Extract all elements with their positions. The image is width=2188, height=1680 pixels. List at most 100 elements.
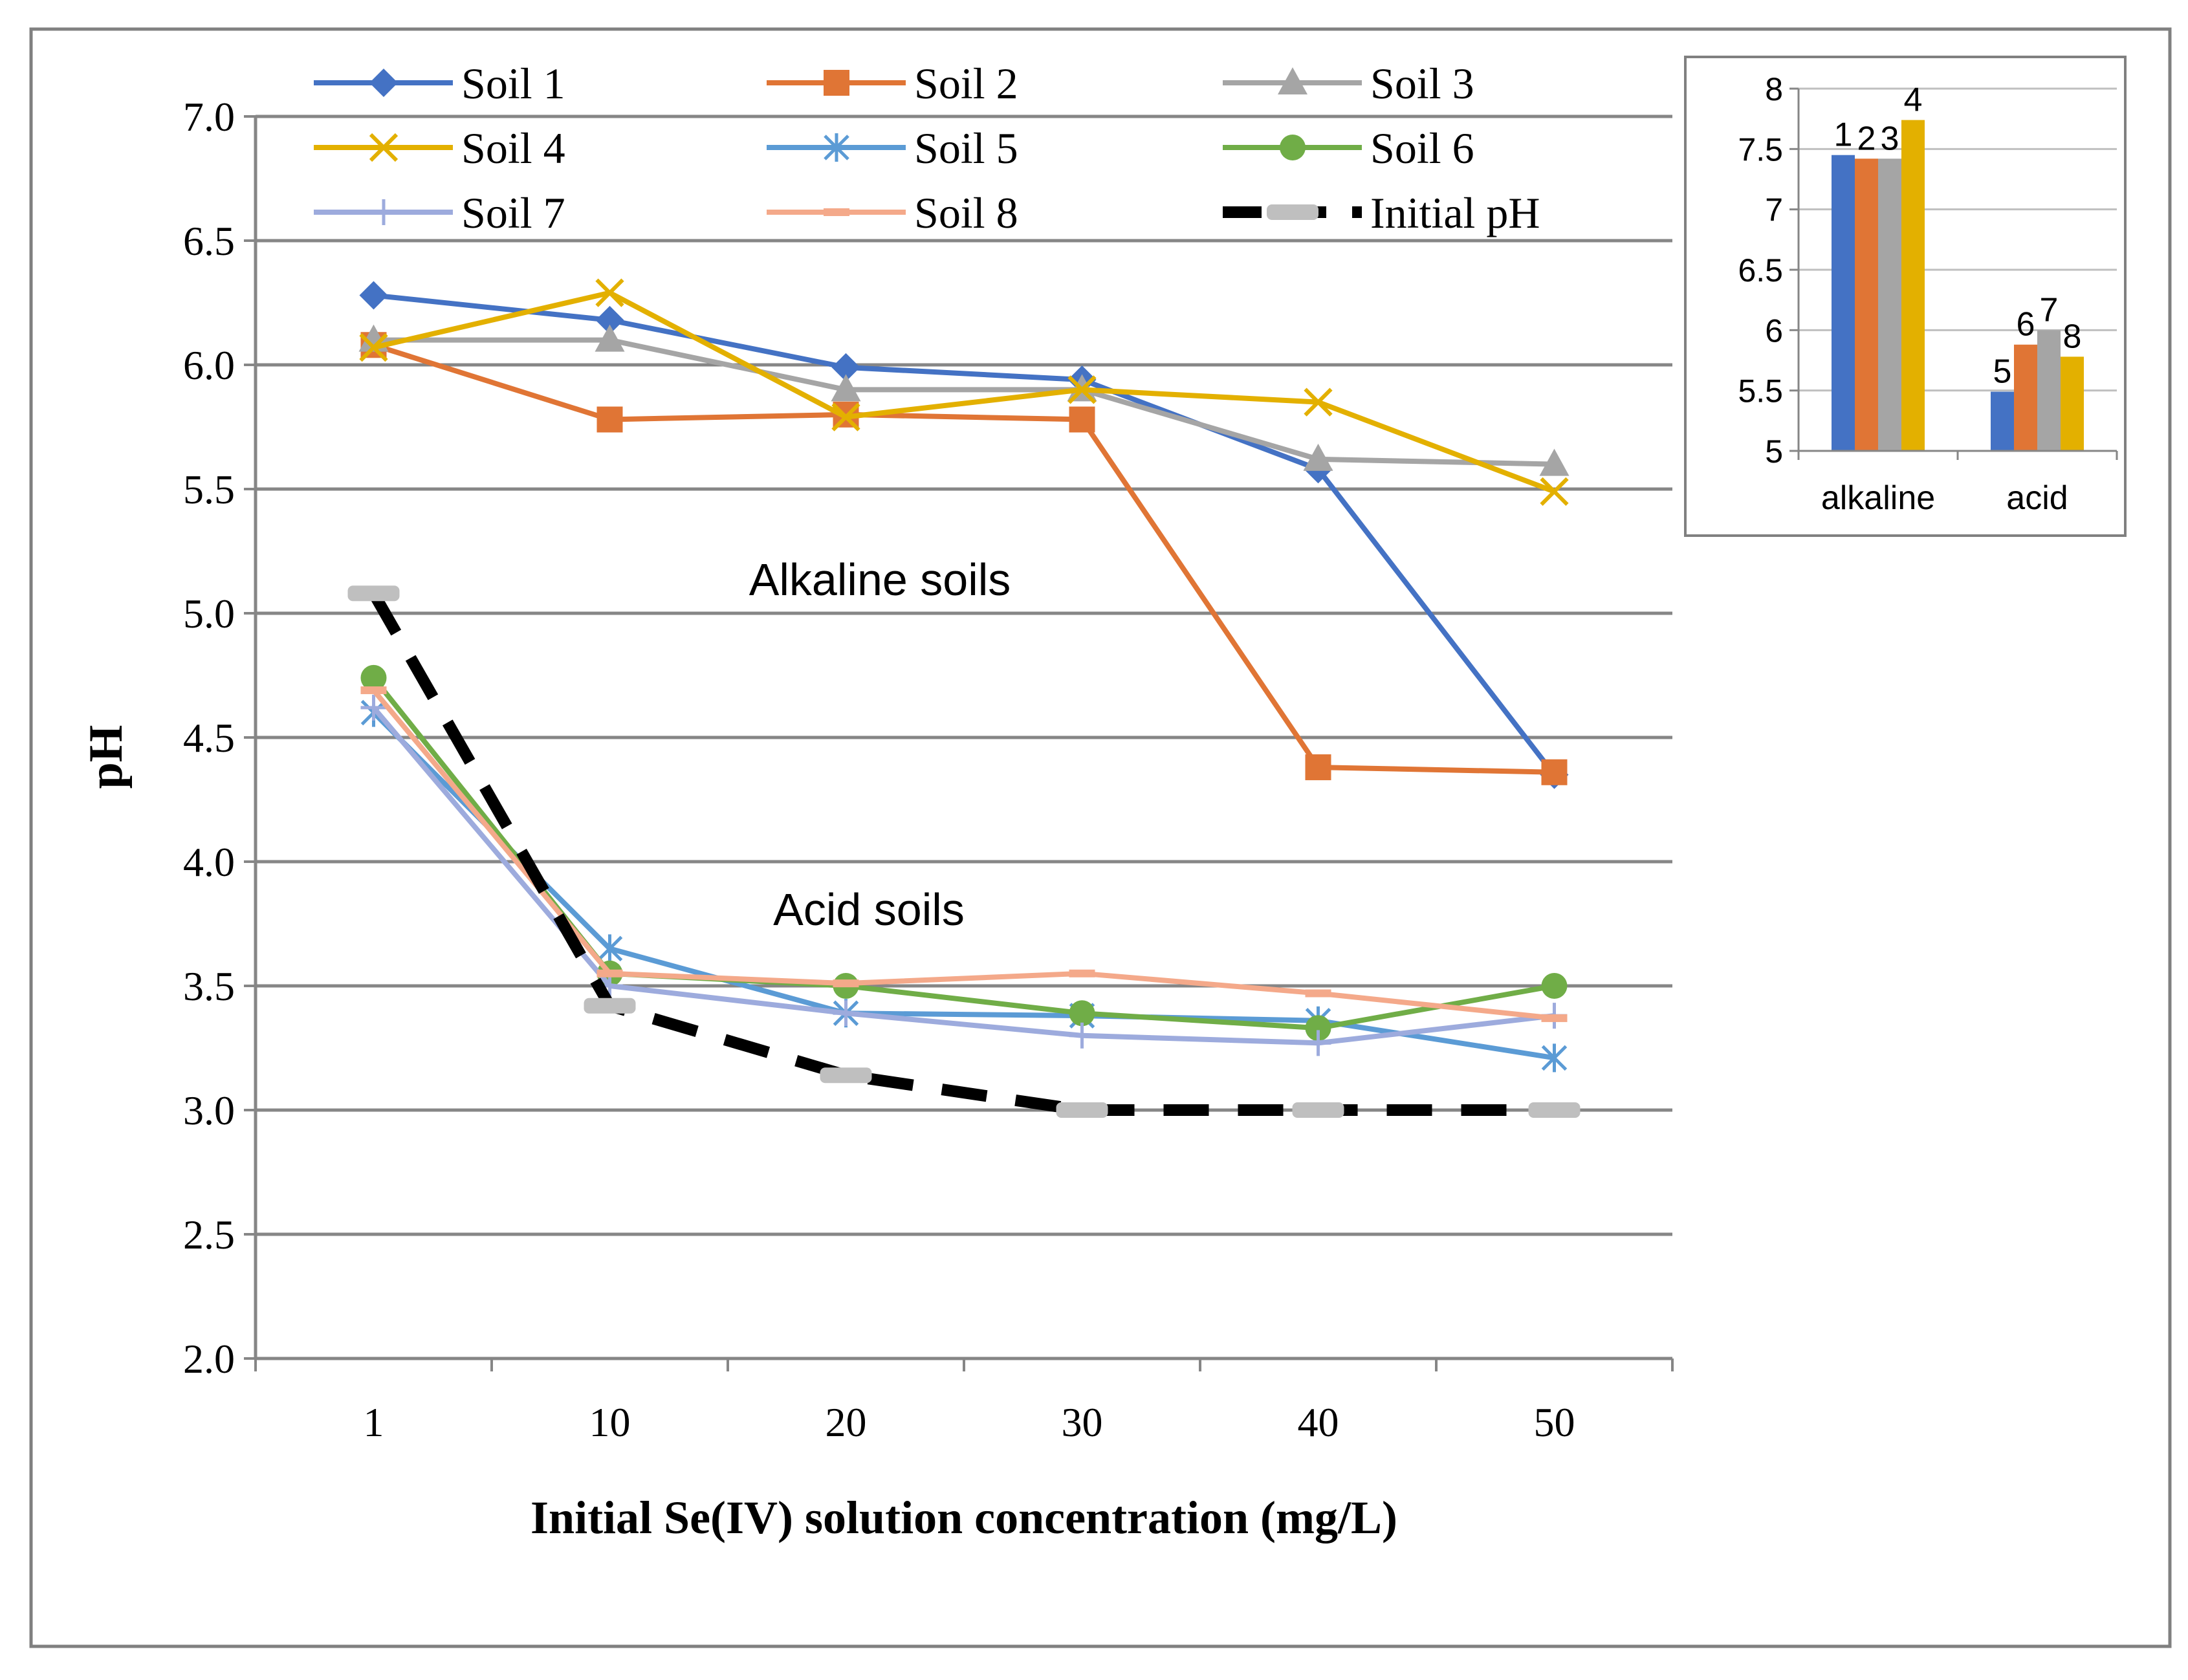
inset-y-tick-label: 7 bbox=[1765, 192, 1783, 228]
inset-bar-label: 8 bbox=[2063, 318, 2082, 355]
data-point-marker bbox=[359, 333, 388, 362]
legend-item: Soil 5 bbox=[767, 124, 1018, 173]
data-point-marker bbox=[360, 664, 387, 691]
data-point-marker bbox=[595, 324, 625, 352]
data-point-marker bbox=[1056, 1102, 1108, 1118]
annotation-alkaline-soils: Alkaline soils bbox=[749, 554, 1011, 605]
legend-label: Initial pH bbox=[1370, 188, 1540, 237]
inset-x-tick-label: acid bbox=[2006, 479, 2068, 517]
series-line bbox=[373, 337, 1555, 467]
y-tick-label: 5.0 bbox=[183, 591, 235, 637]
x-axis-title: Initial Se(IV) solution concentration (m… bbox=[531, 1492, 1397, 1544]
series-line bbox=[373, 290, 1555, 494]
series-line bbox=[373, 292, 1557, 777]
series-line bbox=[371, 710, 1555, 1061]
data-point-marker bbox=[1069, 406, 1095, 433]
data-point-marker bbox=[360, 686, 387, 695]
series-line bbox=[368, 590, 1555, 1116]
legend-item: Soil 3 bbox=[1223, 59, 1474, 108]
data-point-marker bbox=[1280, 135, 1306, 160]
inset-y-tick-label: 6 bbox=[1765, 312, 1783, 349]
data-point-marker bbox=[1278, 67, 1307, 94]
data-point-marker bbox=[1528, 1102, 1581, 1118]
data-point-marker bbox=[596, 406, 623, 433]
data-point-marker bbox=[833, 979, 859, 988]
main-gridlines bbox=[256, 115, 1672, 1236]
legend-label: Soil 1 bbox=[461, 59, 565, 108]
data-point-marker bbox=[1267, 204, 1318, 220]
inset-y-tick-label: 5.5 bbox=[1738, 373, 1783, 409]
x-tick-label: 1 bbox=[364, 1399, 384, 1445]
legend-label: Soil 7 bbox=[461, 188, 565, 237]
data-point-marker bbox=[360, 694, 387, 721]
legend-label: Soil 5 bbox=[914, 124, 1018, 173]
data-point-marker bbox=[1541, 759, 1568, 785]
x-tick-label: 50 bbox=[1534, 1399, 1575, 1445]
legend-label: Soil 2 bbox=[914, 59, 1018, 108]
data-point-marker bbox=[1069, 969, 1095, 977]
data-point-marker bbox=[347, 585, 400, 602]
inset-bar-label: 1 bbox=[1834, 116, 1853, 154]
inset-bar-label: 7 bbox=[2040, 291, 2059, 329]
inset-bar bbox=[1901, 120, 1925, 452]
inset-y-tick-label: 7.5 bbox=[1738, 131, 1783, 168]
data-point-marker bbox=[820, 1067, 872, 1084]
data-point-marker bbox=[1067, 375, 1097, 404]
data-point-marker bbox=[1305, 754, 1331, 781]
legend-label: Soil 3 bbox=[1370, 59, 1474, 108]
data-point-marker bbox=[833, 1000, 859, 1027]
y-tick-label: 5.5 bbox=[183, 466, 235, 512]
inset-y-tick-label: 5 bbox=[1765, 433, 1783, 470]
inset-x-tick-label: alkaline bbox=[1821, 479, 1935, 517]
x-tick-label: 20 bbox=[826, 1399, 867, 1445]
y-tick-label: 4.0 bbox=[183, 839, 235, 885]
inset-bar bbox=[2037, 330, 2061, 451]
data-point-marker bbox=[1303, 443, 1333, 471]
inset-bar bbox=[2061, 356, 2084, 451]
data-point-marker bbox=[369, 69, 398, 97]
x-tick-label: 10 bbox=[589, 1399, 631, 1445]
x-tick-label: 30 bbox=[1062, 1399, 1103, 1445]
legend-label: Soil 8 bbox=[914, 188, 1018, 237]
legend-item: Soil 2 bbox=[767, 59, 1018, 108]
inset-bar-label: 4 bbox=[1904, 82, 1923, 119]
data-point-marker bbox=[1541, 973, 1568, 999]
data-point-marker bbox=[359, 281, 388, 310]
inset-bar bbox=[1878, 158, 1901, 451]
inset-y-tick-label: 6.5 bbox=[1738, 252, 1783, 289]
inset-bar bbox=[1832, 155, 1855, 451]
y-tick-label: 6.5 bbox=[183, 218, 235, 264]
inset-bar bbox=[1991, 391, 2014, 451]
y-tick-label: 2.0 bbox=[183, 1336, 235, 1382]
data-point-marker bbox=[831, 402, 860, 431]
data-point-marker bbox=[1305, 989, 1331, 998]
data-point-marker bbox=[1305, 1015, 1331, 1042]
inset-axes: 5 5.5 6 6.5 7 7.5 8 alkaline acid bbox=[1738, 71, 2118, 517]
y-tick-label: 2.5 bbox=[183, 1212, 235, 1258]
data-point-marker bbox=[1292, 1102, 1344, 1118]
y-tick-label: 3.5 bbox=[183, 963, 235, 1009]
y-axis-title: pH bbox=[80, 725, 133, 789]
inset-bar bbox=[2014, 344, 2037, 451]
data-point-marker bbox=[371, 199, 397, 225]
data-point-marker bbox=[824, 133, 849, 162]
data-point-marker bbox=[1305, 1030, 1331, 1056]
data-point-marker bbox=[595, 278, 624, 307]
legend-item: Initial pH bbox=[1223, 188, 1540, 237]
annotation-acid-soils: Acid soils bbox=[773, 884, 965, 935]
legend-label: Soil 6 bbox=[1370, 124, 1474, 173]
data-point-marker bbox=[824, 70, 849, 96]
x-tick-label: 40 bbox=[1298, 1399, 1339, 1445]
inset-bar-label: 3 bbox=[1881, 120, 1899, 157]
data-point-marker bbox=[1069, 1022, 1095, 1049]
legend-label: Soil 4 bbox=[461, 124, 565, 173]
data-point-marker bbox=[1541, 1014, 1568, 1022]
data-point-marker bbox=[1304, 387, 1333, 417]
data-point-marker bbox=[369, 133, 399, 162]
y-tick-label: 3.0 bbox=[183, 1087, 235, 1133]
legend-item: Soil 7 bbox=[314, 188, 565, 237]
legend-item: Soil 8 bbox=[767, 188, 1018, 237]
data-point-marker bbox=[596, 969, 623, 977]
legend-item: Soil 1 bbox=[314, 59, 565, 108]
